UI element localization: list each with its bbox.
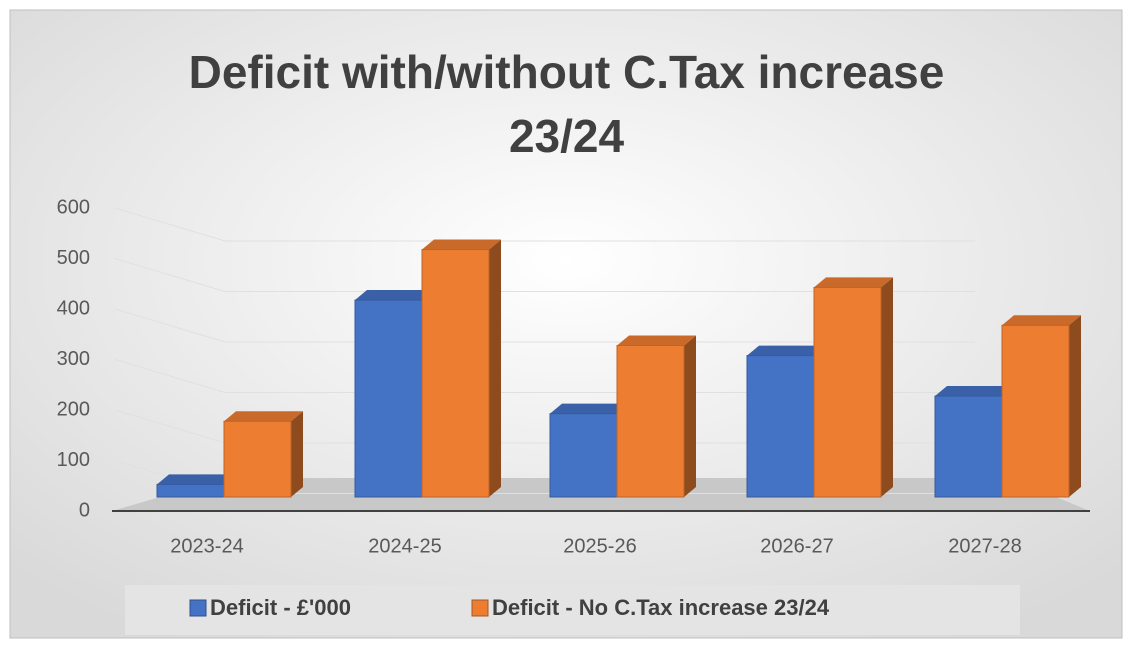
x-tick-label: 2026-27 xyxy=(760,535,833,557)
bar xyxy=(746,355,815,498)
bar xyxy=(223,420,292,498)
bar-top xyxy=(550,403,629,414)
y-tick-label: 500 xyxy=(57,247,90,269)
bar-top xyxy=(935,386,1014,396)
legend-label: Deficit - No C.Tax increase 23/24 xyxy=(492,595,830,620)
grid-line xyxy=(114,258,975,292)
bar-side xyxy=(489,239,501,498)
x-tick-label: 2027-28 xyxy=(948,535,1021,557)
legend-box xyxy=(125,585,1020,635)
y-tick-label: 200 xyxy=(57,398,90,420)
y-tick-label: 600 xyxy=(57,196,90,218)
y-tick-label: 0 xyxy=(79,499,90,521)
bar xyxy=(1001,324,1070,498)
x-tick-label: 2023-24 xyxy=(170,535,243,557)
bar-top xyxy=(747,345,826,356)
background xyxy=(9,9,1123,639)
bar-top xyxy=(814,277,893,288)
grid-line xyxy=(114,359,975,393)
bar-top xyxy=(1002,315,1081,326)
legend-label: Deficit - £'000 xyxy=(210,595,351,620)
bar-top xyxy=(355,290,434,301)
bar xyxy=(813,286,882,498)
bar-side xyxy=(881,277,893,497)
bar-top xyxy=(617,335,696,346)
x-tick-label: 2024-25 xyxy=(368,535,441,557)
bar xyxy=(549,413,618,498)
bar xyxy=(421,249,490,498)
bar-side xyxy=(291,411,303,497)
bar-top xyxy=(157,474,236,485)
legend-swatch xyxy=(471,599,489,617)
y-tick-label: 300 xyxy=(57,348,90,370)
bar xyxy=(354,299,423,498)
x-tick-label: 2025-26 xyxy=(563,535,636,557)
grid-line xyxy=(114,308,975,343)
chart-title: Deficit with/without C.Tax increase 23/2… xyxy=(188,46,945,162)
bar xyxy=(934,395,1003,498)
y-tick-label: 100 xyxy=(57,449,90,471)
bar-side xyxy=(1069,315,1081,497)
bar xyxy=(616,345,685,498)
legend-swatch xyxy=(189,599,207,617)
bar-top xyxy=(224,411,303,422)
bar-top xyxy=(422,239,501,250)
grid-line xyxy=(114,207,975,242)
y-tick-label: 400 xyxy=(57,297,90,319)
bar-side xyxy=(684,335,696,497)
bar xyxy=(156,483,225,498)
